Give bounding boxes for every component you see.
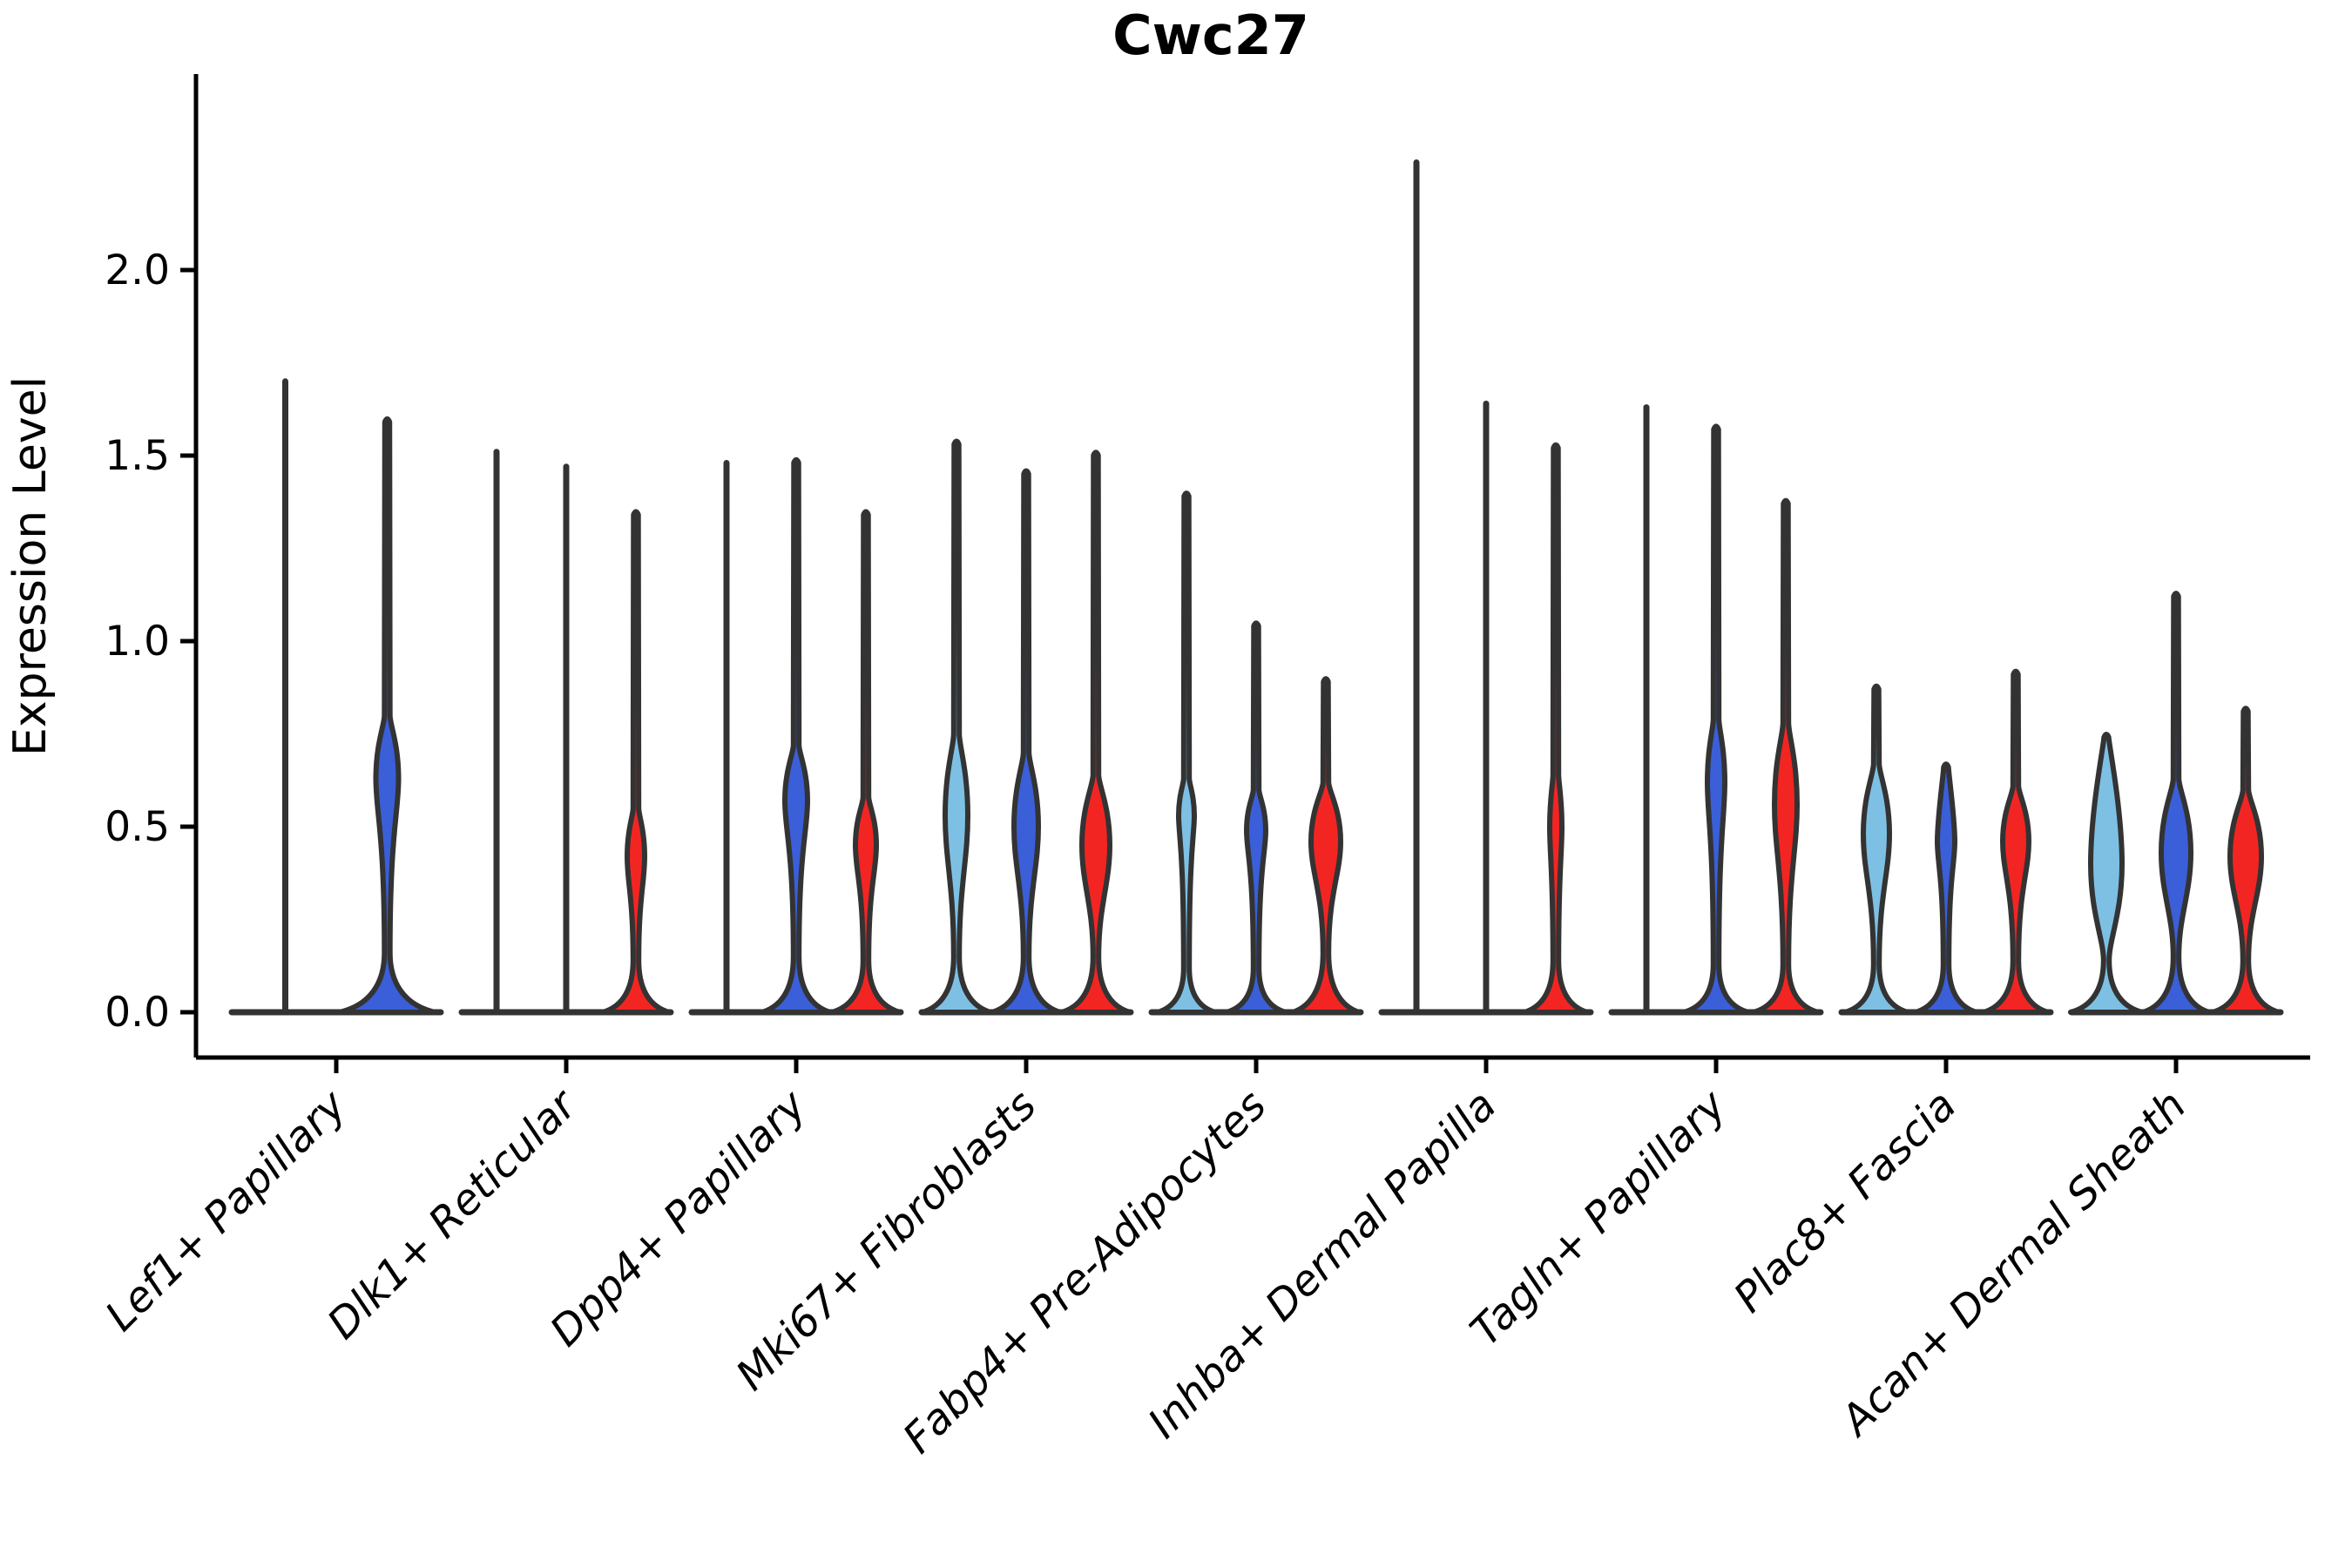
violin-body-B [1913, 761, 1979, 1015]
violin-group [1608, 404, 1824, 1016]
x-category-label: Tagln+ Papillary [1461, 1080, 1736, 1355]
y-tick-label: 1.0 [105, 618, 170, 666]
violin-group [1838, 668, 2054, 1016]
x-category-label: Fabp4+ Pre-Adipocytes [894, 1081, 1276, 1463]
violin-body-A [1155, 490, 1218, 1015]
violin-group [1378, 159, 1594, 1016]
violin-body-B [760, 456, 833, 1015]
x-category-label: Dpp4+ Papillary [541, 1080, 816, 1355]
x-category-label: Plac8+ Fascia [1725, 1081, 1966, 1322]
violins-layer [228, 159, 2284, 1016]
y-tick-label: 0.5 [105, 803, 170, 851]
violin-body-C [1981, 668, 2051, 1015]
violin-body-C [1751, 497, 1821, 1015]
violin-body-A [1842, 683, 1910, 1015]
violin-body-B [1681, 423, 1751, 1015]
x-category-label: Dlk1+ Reticular [318, 1079, 588, 1349]
violin-body-A [2068, 732, 2145, 1015]
violin-group [2068, 591, 2284, 1016]
violin-group [458, 449, 674, 1016]
violin-body-C [1290, 676, 1362, 1015]
violin-body-A [920, 438, 993, 1015]
violin-body-C [600, 509, 672, 1015]
violin-body-C [829, 509, 902, 1015]
plot-title: Cwc27 [1112, 3, 1309, 67]
y-tick-label: 2.0 [105, 247, 170, 294]
y-axis-label: Expression Level [4, 376, 57, 756]
violin-body-B [2140, 591, 2212, 1015]
violin-body-C [2210, 706, 2281, 1015]
violin-body-C [1059, 449, 1132, 1015]
y-tick-label: 0.0 [105, 989, 170, 1037]
violin-group [1148, 490, 1364, 1016]
violin-body-B [1224, 620, 1288, 1015]
y-tick-label: 1.5 [105, 432, 170, 480]
violin-body-B [990, 468, 1063, 1015]
violin-group [228, 378, 444, 1016]
violin-group [918, 438, 1134, 1016]
x-category-label: Lef1+ Papillary [96, 1080, 356, 1341]
violin-body-C [1522, 442, 1590, 1015]
violin-group [688, 456, 904, 1016]
violin-body-B [336, 416, 438, 1015]
